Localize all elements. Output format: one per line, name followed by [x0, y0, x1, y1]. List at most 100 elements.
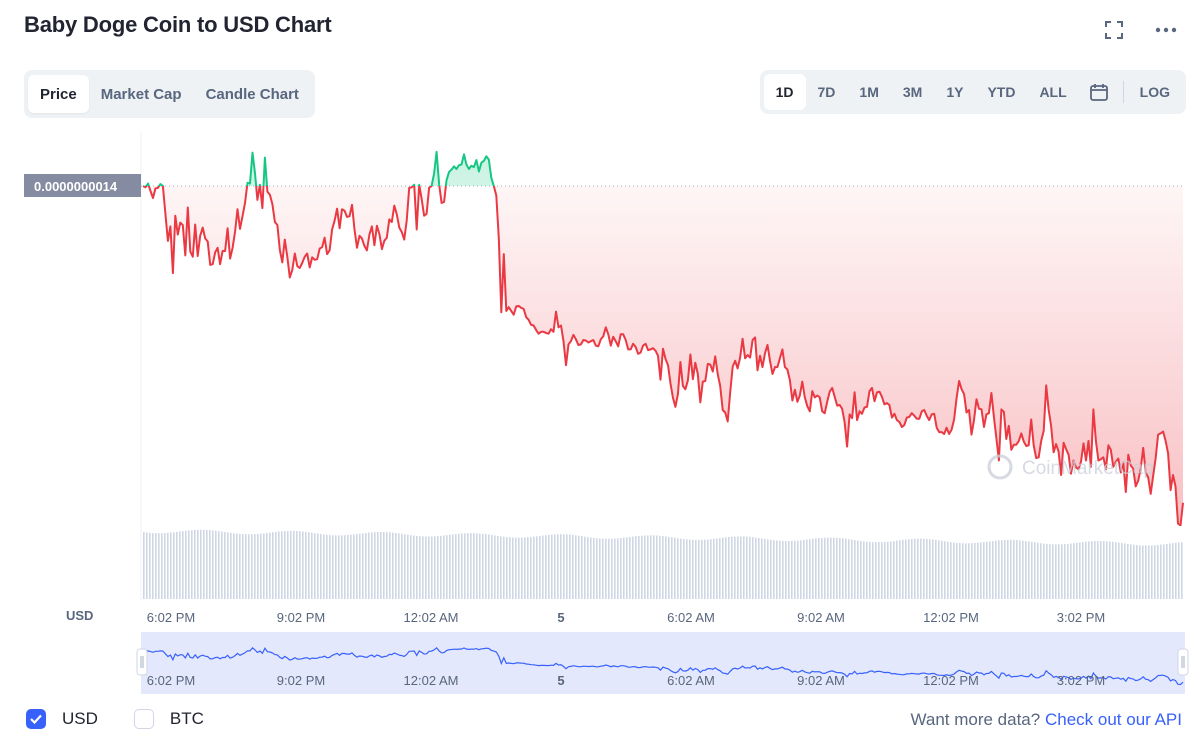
volume-bar — [221, 531, 223, 599]
api-link[interactable]: Check out our API — [1044, 710, 1182, 729]
range-all[interactable]: ALL — [1039, 84, 1067, 100]
volume-bar — [812, 538, 814, 599]
volume-bar — [923, 538, 925, 599]
x-tick-label: 3:02 PM — [1057, 610, 1105, 625]
chart-type-tabs: Price Market Cap Candle Chart — [24, 70, 315, 118]
range-ytd[interactable]: YTD — [987, 84, 1016, 100]
volume-bar — [884, 541, 886, 599]
navigator-tick-label: 6:02 AM — [667, 673, 715, 688]
volume-bar — [830, 537, 832, 599]
volume-bar — [1118, 542, 1120, 599]
volume-bar — [320, 534, 322, 599]
volume-bar — [422, 536, 424, 599]
volume-bar — [926, 539, 928, 599]
range-1d[interactable]: 1D — [763, 74, 806, 110]
volume-bar — [173, 532, 175, 599]
volume-bar — [707, 539, 709, 599]
volume-bar — [293, 530, 295, 599]
volume-bar — [1007, 539, 1009, 599]
range-3m[interactable]: 3M — [902, 84, 923, 100]
navigator-left-handle[interactable] — [136, 648, 148, 676]
volume-bar — [626, 537, 628, 599]
x-tick-label: 5 — [557, 610, 564, 625]
watermark-logo — [987, 454, 1013, 480]
checkbox-empty-icon — [133, 709, 154, 729]
volume-bar — [548, 534, 550, 599]
volume-bar — [887, 541, 889, 599]
volume-bar — [947, 541, 949, 599]
tab-price[interactable]: Price — [28, 75, 89, 113]
calendar-icon[interactable] — [1079, 74, 1119, 110]
volume-bar — [647, 535, 649, 599]
volume-bar — [1022, 540, 1024, 599]
navigator-tick-label: 12:02 AM — [404, 673, 459, 688]
volume-bar — [425, 536, 427, 599]
volume-bar — [1172, 543, 1174, 599]
volume-bar — [1115, 542, 1117, 599]
volume-bar — [407, 534, 409, 599]
navigator-right-handle[interactable] — [1177, 648, 1189, 676]
navigator-background[interactable] — [141, 632, 1185, 694]
volume-bar — [551, 534, 553, 599]
tab-candle-chart[interactable]: Candle Chart — [205, 85, 299, 103]
volume-bar — [257, 533, 259, 599]
volume-bar — [872, 542, 874, 599]
currency-toggles: USD BTC — [26, 709, 240, 729]
volume-bar — [359, 533, 361, 599]
volume-bar — [1175, 542, 1177, 599]
volume-bar — [260, 533, 262, 599]
volume-bar — [653, 535, 655, 599]
watermark: CoinMarketCap — [1022, 458, 1154, 479]
volume-bar — [878, 542, 880, 599]
volume-bar — [149, 532, 151, 599]
range-1y[interactable]: 1Y — [946, 84, 964, 100]
volume-bar — [467, 533, 469, 599]
volume-bar — [284, 531, 286, 599]
volume-bar — [248, 534, 250, 599]
volume-bar — [350, 534, 352, 599]
volume-bar — [233, 533, 235, 599]
volume-bar — [1148, 545, 1150, 599]
x-tick-label: 9:02 AM — [797, 610, 845, 625]
volume-bar — [413, 535, 415, 599]
tab-market-cap[interactable]: Market Cap — [100, 85, 182, 103]
range-7d[interactable]: 7D — [817, 84, 836, 100]
btc-checkbox[interactable]: BTC — [133, 709, 204, 729]
usd-checkbox[interactable]: USD — [26, 709, 98, 729]
volume-bar — [464, 533, 466, 599]
more-options-icon[interactable] — [1154, 18, 1178, 42]
volume-bar — [599, 538, 601, 599]
volume-bar — [788, 541, 790, 599]
volume-bar — [1055, 544, 1057, 599]
volume-bar — [143, 532, 145, 599]
x-tick-label: 6:02 PM — [147, 610, 195, 625]
volume-bar — [749, 536, 751, 599]
x-tick-label: 9:02 PM — [277, 610, 325, 625]
volume-bar — [1166, 543, 1168, 599]
volume-bar — [563, 534, 565, 599]
price-chart[interactable]: 0.0000000014 CoinMarketCap USD 6:02 PM 9:… — [0, 128, 1200, 698]
volume-bar — [482, 533, 484, 599]
volume-bar — [881, 542, 883, 599]
volume-bar — [875, 542, 877, 599]
volume-bar — [629, 537, 631, 599]
volume-bar — [1046, 543, 1048, 599]
volume-bar — [1109, 541, 1111, 599]
volume-bar — [746, 536, 748, 599]
volume-bar — [266, 533, 268, 599]
navigator-line — [142, 646, 1184, 686]
volume-bar — [1028, 541, 1030, 599]
volume-bar — [593, 537, 595, 599]
volume-bar — [848, 539, 850, 599]
volume-bar — [164, 533, 166, 599]
fullscreen-icon[interactable] — [1102, 18, 1126, 42]
volume-bar — [419, 536, 421, 599]
volume-bar — [512, 537, 514, 599]
volume-bar — [932, 539, 934, 599]
range-1m[interactable]: 1M — [859, 84, 879, 100]
volume-bar — [833, 537, 835, 599]
log-scale-toggle[interactable]: LOG — [1139, 84, 1170, 100]
volume-bar — [488, 534, 490, 599]
volume-bar — [827, 537, 829, 599]
volume-bar — [446, 535, 448, 599]
